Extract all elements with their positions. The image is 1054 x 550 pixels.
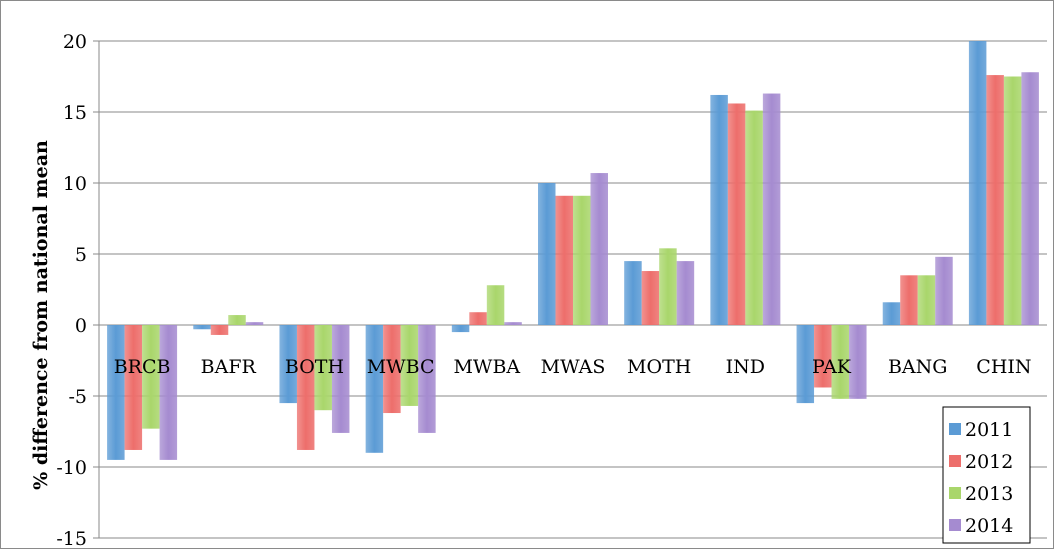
bar-moth-2014 bbox=[676, 261, 695, 325]
bar-brcb-2011 bbox=[107, 325, 125, 460]
bar-ind-2012 bbox=[727, 103, 746, 325]
bar-chin-2014 bbox=[1021, 72, 1039, 326]
bar-both-2012 bbox=[296, 325, 315, 450]
bar-both-2013 bbox=[314, 325, 332, 411]
bar-mwbc-2012 bbox=[383, 325, 401, 414]
bar-pak-2011 bbox=[796, 325, 815, 404]
category-label: BANG bbox=[888, 356, 948, 378]
y-tick-label: 5 bbox=[75, 244, 87, 266]
bar-pak-2014 bbox=[849, 325, 867, 399]
category-label: IND bbox=[726, 356, 765, 378]
category-labels: BRCB BAFR BOTH MWBC MWBA MWAS MOTH IND PAK BANG CH… bbox=[114, 356, 1032, 378]
bar-mwas-2013 bbox=[573, 195, 591, 325]
bar-mwbc-2013 bbox=[400, 325, 419, 406]
bar-mwba-2011 bbox=[451, 325, 470, 333]
y-tick-label: -15 bbox=[56, 528, 87, 550]
bar-moth-2012 bbox=[641, 271, 660, 325]
bar-brcb-2012 bbox=[124, 325, 143, 450]
bar-mwas-2014 bbox=[590, 173, 608, 325]
legend-swatch-2013 bbox=[949, 487, 961, 499]
bar-both-2014 bbox=[331, 325, 350, 433]
y-tick-labels: 20 15 10 5 0 -5 -10 -15 bbox=[56, 31, 87, 550]
y-tick-label: 15 bbox=[63, 102, 87, 124]
legend-swatch-2012 bbox=[949, 455, 961, 467]
bar-bang-2013 bbox=[917, 275, 936, 325]
bar-brcb-2013 bbox=[142, 325, 160, 429]
legend-label-2014: 2014 bbox=[965, 515, 1013, 537]
bar-pak-2013 bbox=[831, 325, 850, 399]
y-tick-label: -10 bbox=[56, 457, 87, 479]
bar-bang-2012 bbox=[900, 275, 918, 325]
legend-label-2011: 2011 bbox=[965, 419, 1013, 441]
bar-chin-2012 bbox=[986, 75, 1004, 325]
bar-pak-2012 bbox=[814, 325, 832, 388]
legend: 2011 2012 2013 2014 bbox=[942, 406, 1031, 544]
y-tick-label: 0 bbox=[75, 315, 87, 337]
bar-bafr-2013 bbox=[228, 315, 246, 325]
category-label: MWAS bbox=[541, 356, 606, 378]
bar-ind-2011 bbox=[710, 94, 728, 326]
category-label: CHIN bbox=[976, 356, 1031, 378]
legend-swatch-2014 bbox=[949, 519, 961, 531]
y-tick-label: -5 bbox=[68, 386, 87, 408]
bar-brcb-2014 bbox=[159, 325, 178, 460]
bar-bafr-2014 bbox=[245, 322, 264, 325]
bar-ind-2013 bbox=[745, 110, 763, 325]
y-tick-label: 10 bbox=[63, 173, 87, 195]
bar-both-2011 bbox=[279, 325, 297, 404]
category-label: PAK bbox=[812, 356, 852, 378]
category-label: BAFR bbox=[201, 356, 257, 378]
bar-bafr-2011 bbox=[193, 325, 211, 330]
bar-bang-2011 bbox=[882, 302, 901, 325]
category-label: MWBA bbox=[453, 356, 520, 378]
bar-mwbc-2011 bbox=[365, 325, 384, 453]
legend-swatch-2011 bbox=[949, 423, 961, 435]
category-label: BOTH bbox=[285, 356, 344, 378]
bar-ind-2014 bbox=[762, 93, 781, 325]
category-label: MWBC bbox=[367, 356, 435, 378]
bar-mwba-2012 bbox=[469, 312, 487, 325]
bar-mwba-2013 bbox=[486, 285, 505, 325]
bar-bang-2014 bbox=[935, 256, 953, 325]
bar-chin-2013 bbox=[1003, 76, 1022, 325]
bars bbox=[107, 41, 1039, 460]
bar-bafr-2012 bbox=[210, 325, 229, 335]
legend-label-2013: 2013 bbox=[965, 483, 1013, 505]
bar-mwas-2011 bbox=[538, 183, 556, 325]
category-label: MOTH bbox=[627, 356, 691, 378]
bar-mwbc-2014 bbox=[418, 325, 436, 433]
legend-label-2012: 2012 bbox=[965, 451, 1013, 473]
category-label: BRCB bbox=[114, 356, 171, 378]
bar-moth-2011 bbox=[624, 261, 642, 325]
bar-chin-2011 bbox=[968, 41, 987, 325]
bar-mwas-2012 bbox=[555, 195, 573, 325]
bar-mwba-2014 bbox=[504, 322, 522, 325]
y-axis-title: % difference from national mean bbox=[30, 140, 52, 490]
y-tick-label: 20 bbox=[63, 31, 87, 53]
bar-moth-2013 bbox=[659, 248, 677, 325]
